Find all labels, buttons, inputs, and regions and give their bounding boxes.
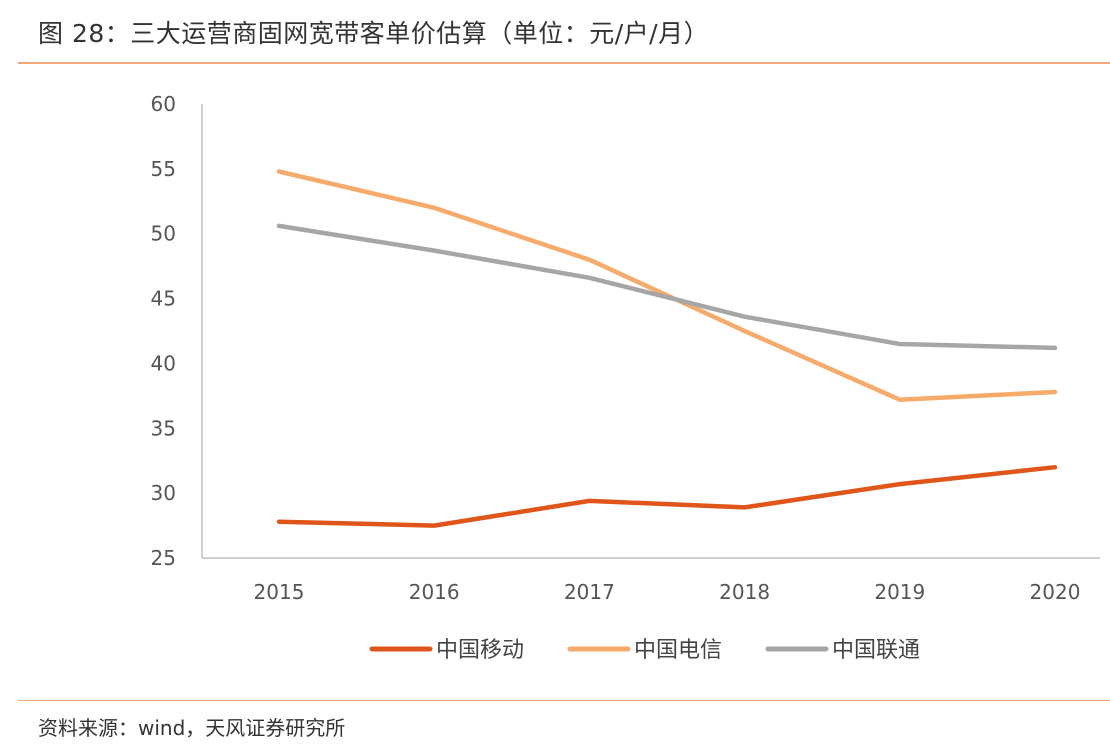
chart-legend: 中国移动 中国电信 中国联通 [369, 638, 920, 663]
y-tick-label: 45 [151, 287, 176, 311]
y-tick-labels: 60 55 50 45 40 35 30 25 [151, 92, 176, 570]
y-tick-label: 40 [151, 351, 176, 375]
page-title: 图 28：三大运营商固网宽带客单价估算（单位：元/户/月） [38, 19, 710, 48]
source-divider [18, 700, 1110, 701]
series-line-中国电信 [276, 169, 1058, 402]
x-tick-label: 2019 [874, 580, 925, 604]
x-tick-label: 2016 [409, 580, 460, 604]
x-tick-label: 2018 [719, 580, 770, 604]
legend-label: 中国联通 [832, 638, 920, 663]
x-tick-labels: 2015 2016 2017 2018 2019 2020 [254, 580, 1081, 604]
y-tick-label: 50 [151, 222, 176, 246]
y-tick-label: 35 [151, 416, 176, 440]
series-line-中国移动 [276, 464, 1058, 528]
y-tick-label: 55 [151, 157, 176, 181]
title-divider [18, 62, 1110, 64]
series-lines [276, 169, 1058, 528]
y-tick-label: 60 [151, 92, 176, 116]
legend-label: 中国电信 [634, 638, 722, 663]
chart-axes [201, 104, 1100, 559]
x-tick-label: 2020 [1030, 580, 1081, 604]
y-tick-label: 25 [151, 546, 176, 570]
x-tick-label: 2015 [254, 580, 305, 604]
legend-label: 中国移动 [436, 638, 524, 663]
x-tick-label: 2017 [564, 580, 615, 604]
source-note: 资料来源：wind，天风证券研究所 [38, 716, 346, 740]
series-line-中国联通 [276, 223, 1058, 351]
y-tick-label: 30 [151, 481, 176, 505]
